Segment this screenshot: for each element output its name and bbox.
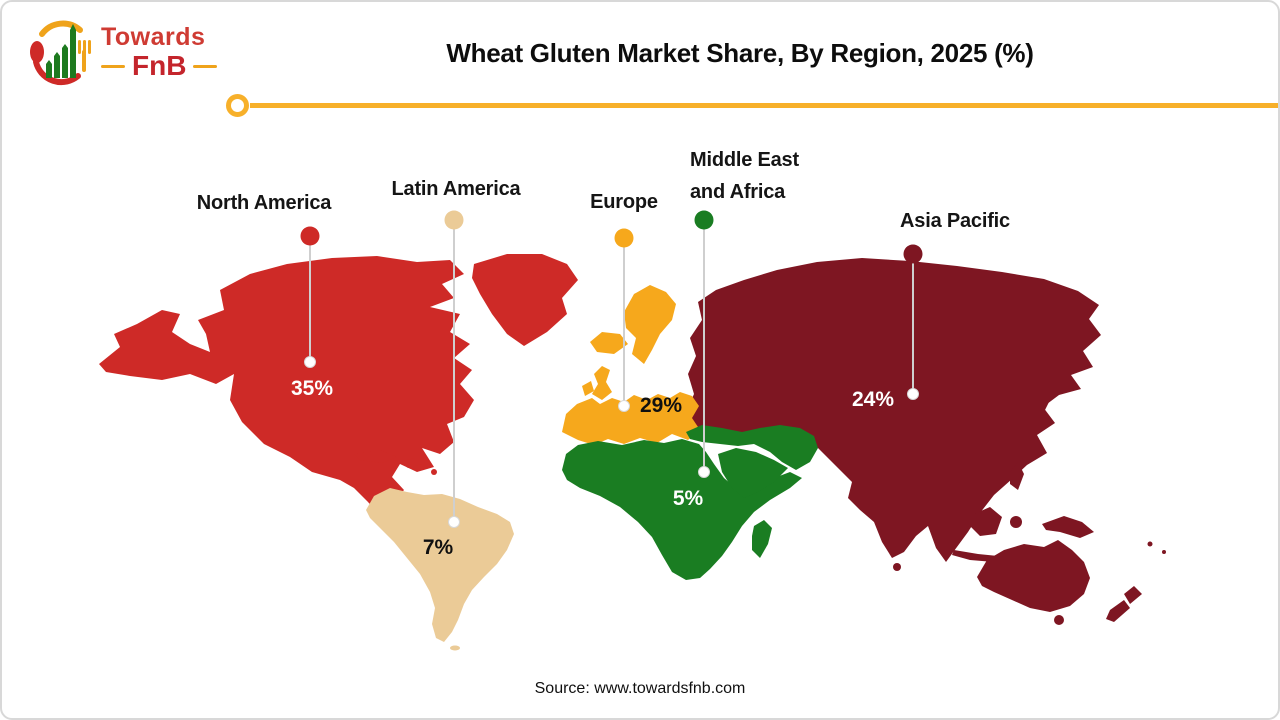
map-arabia <box>718 448 788 498</box>
value-label-europe: 29% <box>639 394 683 417</box>
region-label-mea: Middle East and Africa <box>690 144 799 208</box>
map-south-america <box>366 488 514 642</box>
dot-asia-pacific <box>903 244 923 264</box>
logo-text: Towards FnB <box>101 23 218 81</box>
map-uk <box>592 366 612 400</box>
region-label-mea-line1: Middle East <box>690 149 799 171</box>
growth-bars-icon <box>46 24 76 78</box>
map-sri-lanka <box>893 563 901 571</box>
region-label-north-america: North America <box>196 192 332 214</box>
logo: Towards FnB <box>28 14 218 90</box>
map-borneo <box>970 507 1002 536</box>
source-text: Source: www.towardsfnb.com <box>534 680 746 697</box>
map-north-america <box>99 256 474 516</box>
logo-brand-line2: FnB <box>132 50 187 81</box>
map-java <box>952 550 998 562</box>
map-sumatra <box>926 514 960 543</box>
region-label-latin-america: Latin America <box>391 178 521 200</box>
map-philippines <box>1010 462 1024 490</box>
dot-europe <box>614 228 634 248</box>
map-hispaniola <box>400 458 422 468</box>
end-dot-asia-pacific <box>907 388 919 400</box>
fork-icon <box>78 40 91 72</box>
map-new-zealand-north <box>1124 586 1142 604</box>
map-scandinavia <box>624 285 676 364</box>
map-middle-east-band <box>686 425 818 470</box>
map-sulawesi <box>1010 516 1022 528</box>
map-madagascar <box>752 520 772 558</box>
end-dot-north-america <box>304 356 316 368</box>
map-tasmania <box>1054 615 1064 625</box>
map-greenland <box>472 254 578 346</box>
map-antilles <box>431 469 437 475</box>
map-europe-mainland <box>562 392 700 445</box>
spoon-icon <box>30 41 44 63</box>
map-japan <box>1020 350 1068 438</box>
dot-latin-america <box>444 210 464 230</box>
region-label-europe: Europe <box>590 191 658 213</box>
map-australia <box>977 540 1090 612</box>
map-fiji <box>1147 541 1153 547</box>
value-label-asia-pacific: 24% <box>851 388 895 411</box>
logo-brand-line1: Towards <box>101 23 206 51</box>
map-ireland <box>582 381 594 396</box>
value-label-north-america: 35% <box>290 377 334 400</box>
map-cuba <box>354 450 397 463</box>
dot-mea <box>694 210 714 230</box>
logo-icon <box>30 20 91 85</box>
map-asia <box>686 258 1101 562</box>
page-title: Wheat Gluten Market Share, By Region, 20… <box>446 38 1034 68</box>
map-new-guinea <box>1042 516 1094 538</box>
map-africa <box>562 439 802 580</box>
dot-north-america <box>300 226 320 246</box>
divider-ring-icon <box>226 94 249 117</box>
leader-lines <box>309 229 914 522</box>
map-pacific-isle <box>1162 550 1166 554</box>
end-dot-mea <box>698 466 710 478</box>
end-dot-latin-america <box>448 516 460 528</box>
map-new-zealand-south <box>1106 600 1130 622</box>
logo-dash-left <box>101 64 125 68</box>
map-iceland <box>590 332 628 354</box>
logo-dash-right <box>193 64 218 68</box>
leader-end-dots <box>304 356 919 528</box>
value-label-mea: 5% <box>672 487 704 510</box>
divider-line <box>250 103 1278 108</box>
value-label-latin-america: 7% <box>422 536 454 559</box>
map-falklands <box>450 645 460 651</box>
region-label-mea-line2: and Africa <box>690 181 786 203</box>
region-label-asia-pacific: Asia Pacific <box>900 210 1010 232</box>
end-dot-europe <box>618 400 630 412</box>
logo-brand-line2-row: FnB <box>101 50 218 81</box>
